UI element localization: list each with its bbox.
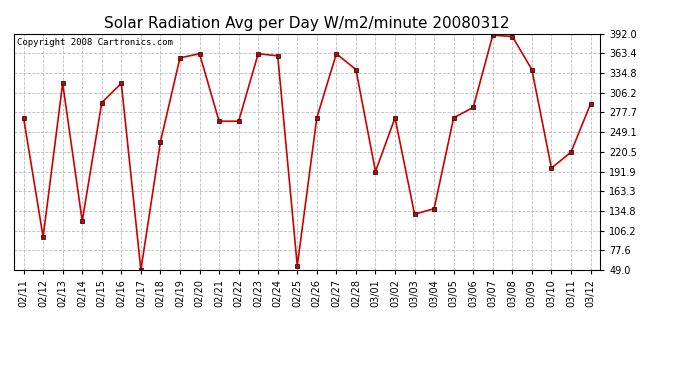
Text: Copyright 2008 Cartronics.com: Copyright 2008 Cartronics.com bbox=[17, 39, 172, 48]
Title: Solar Radiation Avg per Day W/m2/minute 20080312: Solar Radiation Avg per Day W/m2/minute … bbox=[104, 16, 510, 31]
